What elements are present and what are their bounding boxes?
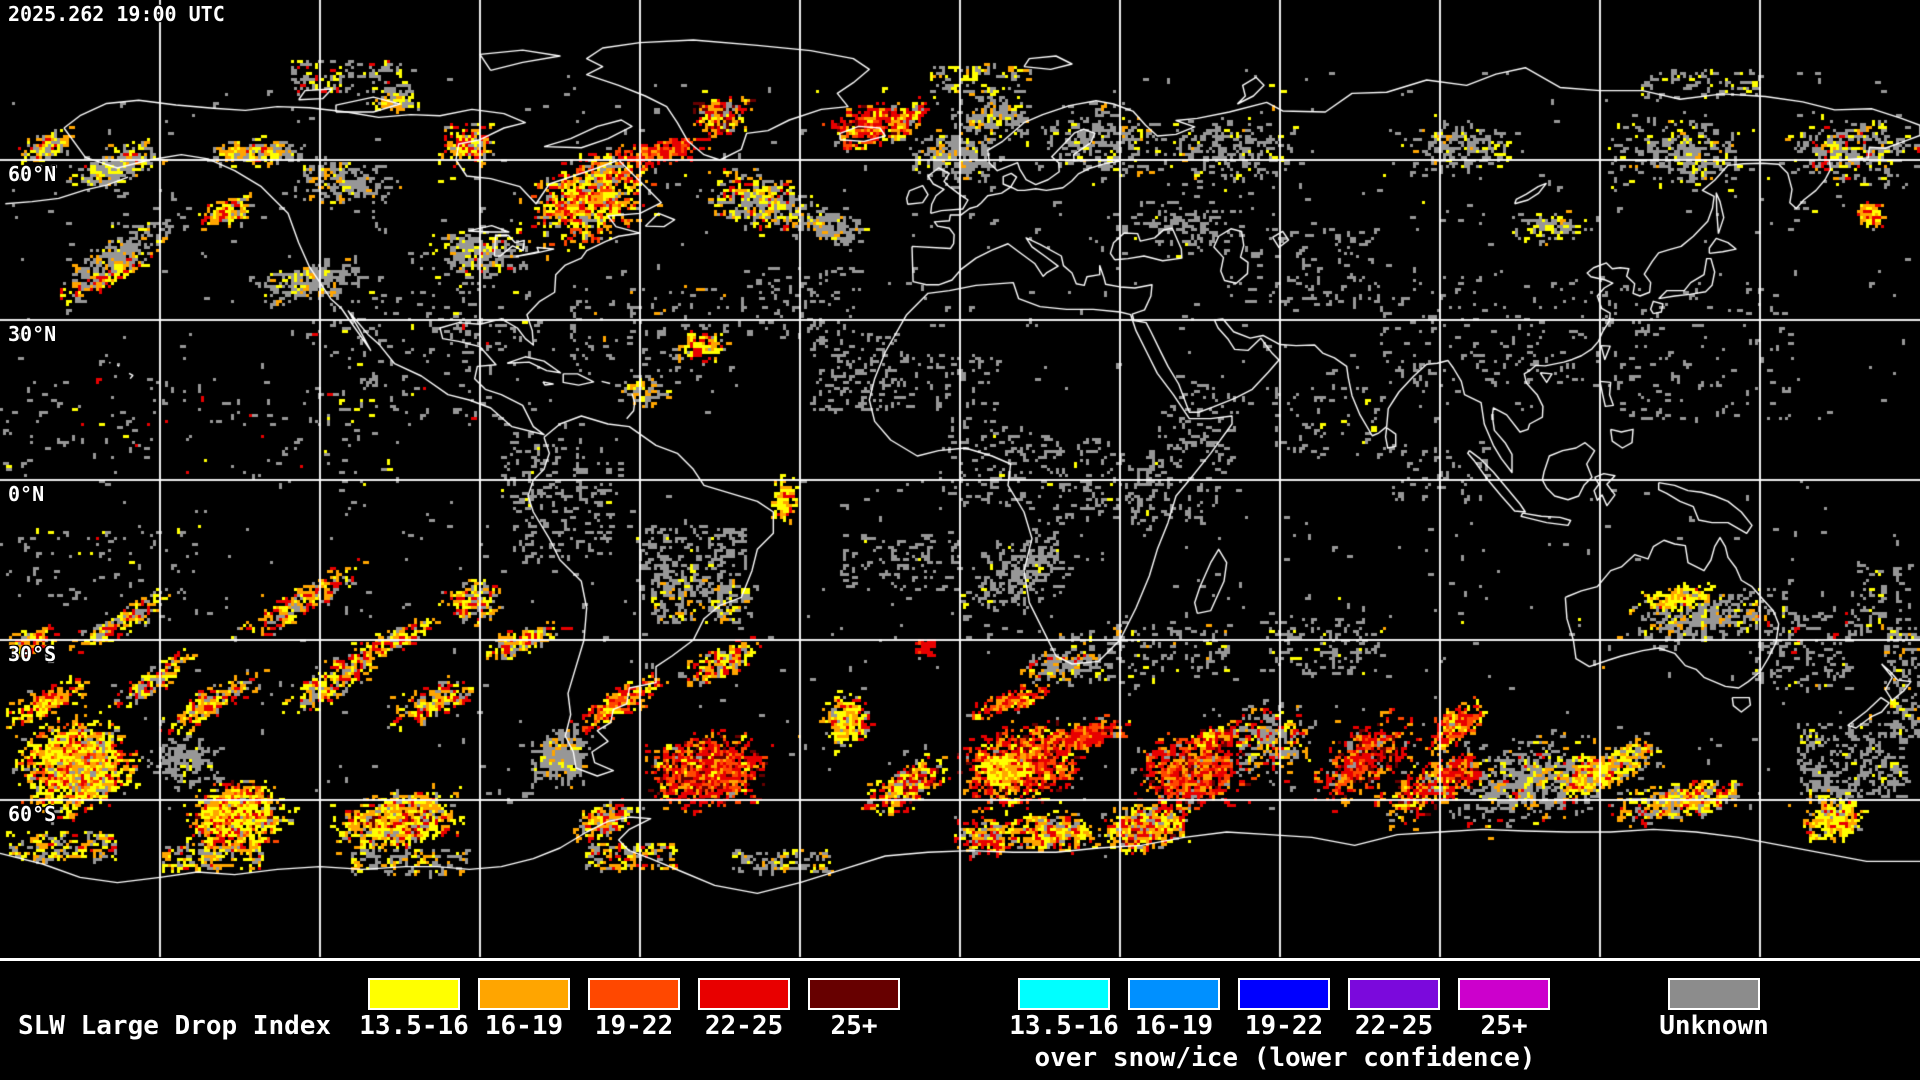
legend-label-warm-22-25: 22-25 xyxy=(704,1011,784,1041)
legend-label-ice-25plus: 25+ xyxy=(1480,1011,1528,1041)
legend-swatch-ice-19-22 xyxy=(1238,978,1330,1010)
legend-label-ice-13.5-16: 13.5-16 xyxy=(1009,1011,1119,1041)
lat-label-60n: 60°N xyxy=(8,162,57,186)
legend-label-warm-13.5-16: 13.5-16 xyxy=(359,1011,469,1041)
legend-title: SLW Large Drop Index xyxy=(18,1011,332,1041)
lat-label-30n: 30°N xyxy=(8,322,57,346)
legend-swatch-unknown xyxy=(1668,978,1760,1010)
legend-swatch-ice-22-25 xyxy=(1348,978,1440,1010)
legend-label-unknown: Unknown xyxy=(1659,1011,1769,1041)
legend-label-warm-25plus: 25+ xyxy=(830,1011,878,1041)
lat-label-60s: 60°S xyxy=(8,802,57,826)
lat-label-0n: 0°N xyxy=(8,482,45,506)
lat-label-30s: 30°S xyxy=(8,642,57,666)
legend-label-warm-16-19: 16-19 xyxy=(484,1011,564,1041)
legend-label-ice-16-19: 16-19 xyxy=(1134,1011,1214,1041)
legend-label-warm-19-22: 19-22 xyxy=(594,1011,674,1041)
map-legend-divider xyxy=(0,958,1920,961)
legend-label-ice-19-22: 19-22 xyxy=(1244,1011,1324,1041)
legend-swatch-warm-25plus xyxy=(808,978,900,1010)
legend-swatch-ice-16-19 xyxy=(1128,978,1220,1010)
legend-label-ice-22-25: 22-25 xyxy=(1354,1011,1434,1041)
legend-swatch-ice-13.5-16 xyxy=(1018,978,1110,1010)
world-map-canvas xyxy=(0,0,1920,960)
legend-note-snow-ice: over snow/ice (lower confidence) xyxy=(1034,1043,1536,1073)
legend-swatch-warm-19-22 xyxy=(588,978,680,1010)
timestamp: 2025.262 19:00 UTC xyxy=(8,2,225,26)
legend-swatch-warm-22-25 xyxy=(698,978,790,1010)
legend-swatch-ice-25plus xyxy=(1458,978,1550,1010)
legend-swatch-warm-13.5-16 xyxy=(368,978,460,1010)
legend-swatch-warm-16-19 xyxy=(478,978,570,1010)
